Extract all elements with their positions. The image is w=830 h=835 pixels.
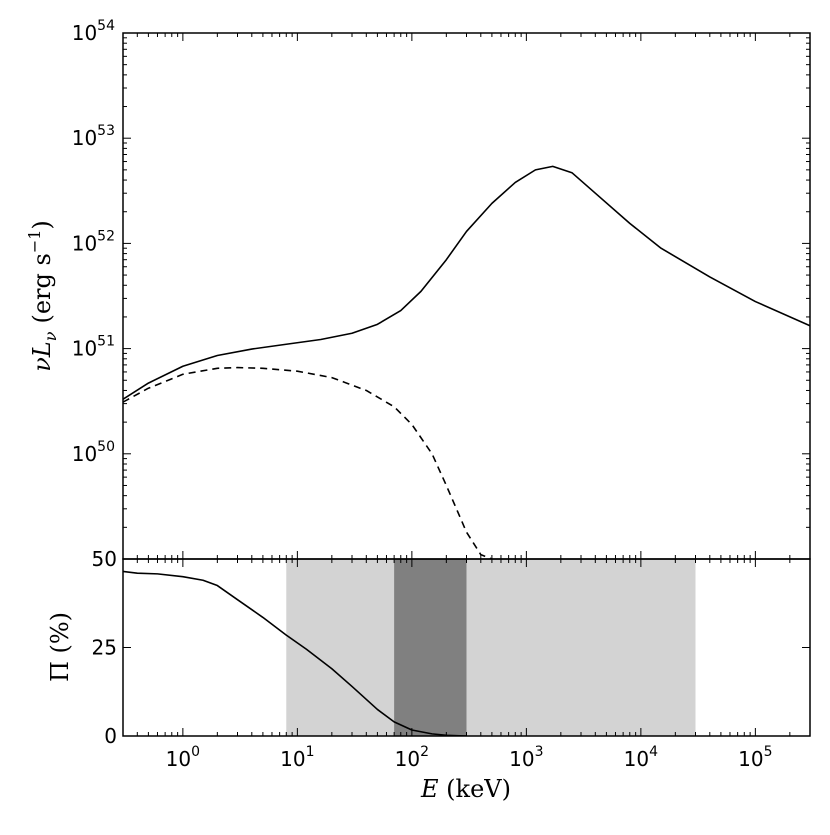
x-tick-label-exp: 2 xyxy=(420,744,429,760)
top-lines xyxy=(123,165,810,559)
ylabel-sub: ν xyxy=(41,331,60,341)
y-tick-label-exp: 52 xyxy=(97,228,115,244)
bottom-y-axis-label: Π (%) xyxy=(46,612,74,682)
x-tick-label: 101 xyxy=(280,744,314,771)
xlabel-unit: (keV) xyxy=(439,775,511,803)
y-tick-label-base: 10 xyxy=(72,442,97,466)
x-tick-label-exp: 3 xyxy=(535,744,544,760)
x-tick-label: 104 xyxy=(624,744,658,771)
y-tick-label-base: 10 xyxy=(72,21,97,45)
shaded-band-1 xyxy=(394,559,467,736)
x-tick-label: 100 xyxy=(166,744,200,771)
y-tick-label-exp: 54 xyxy=(97,18,115,34)
y-tick-label-top: 1051 xyxy=(72,334,115,361)
ticks xyxy=(122,33,811,737)
x-tick-label-base: 10 xyxy=(280,747,305,771)
y-tick-label-top: 1054 xyxy=(72,18,115,45)
ylabel-main: νL xyxy=(28,341,56,372)
y-tick-label-top: 1053 xyxy=(72,123,115,150)
y-tick-label-exp: 51 xyxy=(97,334,115,350)
bottom-series-line xyxy=(123,570,467,736)
x-axis-label: E (keV) xyxy=(420,775,511,803)
shaded-band-0 xyxy=(286,559,696,736)
ylabel-sup: −1 xyxy=(25,230,44,254)
x-tick-label-base: 10 xyxy=(166,747,191,771)
top-y-axis-label: νLν (erg s−1) xyxy=(25,220,60,372)
bottom-lines xyxy=(123,570,467,736)
y-tick-label-base: 10 xyxy=(72,231,97,255)
x-tick-label-exp: 5 xyxy=(764,744,773,760)
ylabel-close: ) xyxy=(28,220,56,229)
y-tick-label-base: 10 xyxy=(72,337,97,361)
bottom-y-tick-label: 25 xyxy=(92,636,117,660)
bottom-y-tick-label: 0 xyxy=(104,724,117,748)
ylabel-unit: (erg s xyxy=(28,253,56,323)
x-tick-label-exp: 4 xyxy=(649,744,658,760)
x-tick-label-exp: 0 xyxy=(191,744,200,760)
x-tick-label: 103 xyxy=(509,744,543,771)
y-tick-label-exp: 53 xyxy=(97,123,115,139)
x-tick-label-base: 10 xyxy=(509,747,534,771)
x-tick-label-base: 10 xyxy=(624,747,649,771)
x-tick-label-base: 10 xyxy=(738,747,763,771)
bottom-bands xyxy=(286,559,696,736)
bottom-y-tick-label: 50 xyxy=(92,547,117,571)
xlabel-var: E xyxy=(420,775,439,803)
y-tick-label-base: 10 xyxy=(72,126,97,150)
top-series-solid-line xyxy=(123,165,810,400)
y-tick-label-exp: 50 xyxy=(97,439,115,455)
y-tick-label-top: 1052 xyxy=(72,228,115,255)
x-tick-label: 105 xyxy=(738,744,772,771)
top-series-dashed-line xyxy=(123,366,493,559)
x-tick-label-exp: 1 xyxy=(306,744,315,760)
x-tick-label: 102 xyxy=(395,744,429,771)
y-tick-label-top: 1050 xyxy=(72,439,115,466)
x-tick-label-base: 10 xyxy=(395,747,420,771)
